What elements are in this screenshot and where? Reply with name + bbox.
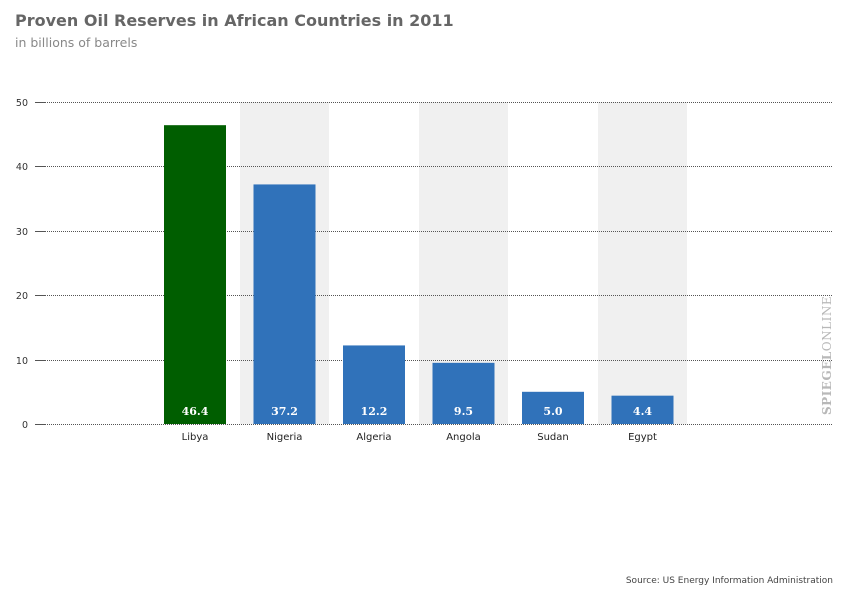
category-band bbox=[598, 102, 687, 424]
bar bbox=[343, 345, 405, 424]
bar-value-label: 5.0 bbox=[543, 405, 562, 418]
spiegel-online-watermark: SPIEGELONLINE bbox=[820, 296, 834, 415]
x-tick-label: Nigeria bbox=[267, 432, 303, 443]
x-tick-label: Angola bbox=[446, 432, 481, 443]
bar-value-label: 37.2 bbox=[271, 405, 298, 418]
y-tick-label: 30 bbox=[16, 227, 28, 238]
bar-value-label: 46.4 bbox=[182, 405, 209, 418]
x-tick-label: Libya bbox=[182, 432, 209, 443]
bar-value-label: 9.5 bbox=[454, 405, 473, 418]
watermark-light: ONLINE bbox=[820, 295, 834, 352]
bar bbox=[432, 362, 495, 424]
y-tick-label: 10 bbox=[16, 356, 28, 367]
y-tick-label: 40 bbox=[16, 162, 28, 173]
bar bbox=[522, 391, 584, 424]
chart-subtitle: in billions of barrels bbox=[15, 35, 138, 50]
x-tick-label: Egypt bbox=[628, 432, 657, 443]
bar-value-label: 12.2 bbox=[361, 405, 388, 418]
watermark-strong: SPIEGEL bbox=[820, 351, 834, 415]
y-tick-label: 20 bbox=[16, 291, 28, 302]
x-tick-label: Sudan bbox=[537, 432, 569, 443]
bar bbox=[164, 125, 226, 425]
source-note: Source: US Energy Information Administra… bbox=[625, 576, 833, 586]
bar bbox=[253, 184, 316, 424]
x-tick-label: Algeria bbox=[356, 432, 391, 443]
bar bbox=[611, 395, 674, 424]
bar-value-label: 4.4 bbox=[633, 405, 652, 418]
chart-title: Proven Oil Reserves in African Countries… bbox=[15, 11, 454, 30]
y-tick-label: 0 bbox=[22, 420, 28, 431]
y-tick-label: 50 bbox=[16, 98, 28, 109]
